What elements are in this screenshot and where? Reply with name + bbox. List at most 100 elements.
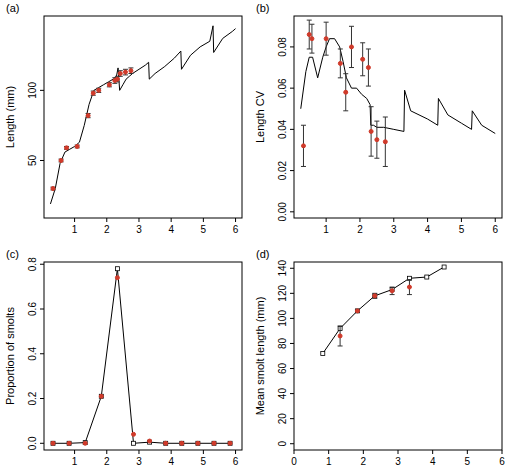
y-tick: [290, 293, 294, 294]
y-tick-label: 50: [27, 154, 38, 166]
series-line: [301, 39, 495, 134]
y-tick-label: 140: [277, 259, 288, 276]
error-cap: [360, 42, 365, 43]
error-bar: [123, 69, 128, 75]
y-tick: [290, 46, 294, 47]
x-tick-label: 4: [425, 224, 431, 235]
error-bar: [407, 280, 412, 295]
x-tick: [106, 450, 107, 454]
x-tick: [106, 218, 107, 222]
y-tick-label: 60: [277, 363, 288, 375]
x-tick-label: 4: [430, 456, 436, 467]
x-tick: [294, 450, 295, 454]
y-tick: [290, 393, 294, 394]
point-marker: [361, 57, 365, 61]
x-tick-label: 1: [323, 224, 329, 235]
error-bar: [338, 49, 343, 78]
error-cap: [374, 121, 379, 122]
error-cap: [309, 24, 314, 25]
error-cap: [338, 325, 343, 326]
x-tick-label: 5: [201, 224, 207, 235]
point-marker: [375, 138, 379, 142]
point-marker: [97, 88, 101, 92]
plot-area: [50, 26, 235, 204]
point-marker: [164, 441, 168, 445]
point-marker: [51, 441, 55, 445]
point-marker: [228, 441, 232, 445]
panel-title: (a): [6, 2, 19, 14]
point-marker: [196, 441, 200, 445]
x-tick: [359, 218, 360, 222]
error-bar: [86, 113, 91, 117]
point-marker: [355, 309, 359, 313]
error-cap: [366, 86, 371, 87]
error-bar: [59, 159, 64, 162]
square-marker: [164, 441, 168, 445]
plot-frame: [294, 16, 502, 218]
x-tick-label: 1: [72, 456, 78, 467]
point-marker: [59, 158, 63, 162]
error-bar: [349, 26, 354, 67]
square-marker: [180, 441, 184, 445]
x-tick: [138, 218, 139, 222]
square-marker: [425, 275, 429, 279]
error-cap: [390, 287, 395, 288]
panel-title: (b): [256, 2, 269, 14]
error-cap: [366, 48, 371, 49]
panel: (c)Proportion of smolts1234560.00.20.40.…: [4, 248, 242, 467]
x-tick-label: 3: [391, 224, 397, 235]
error-cap: [301, 166, 306, 167]
point-marker: [67, 441, 71, 445]
error-cap: [338, 77, 343, 78]
series-line: [50, 26, 235, 204]
x-tick: [171, 218, 172, 222]
error-bar: [64, 146, 69, 149]
error-bar: [309, 24, 314, 53]
error-cap: [383, 117, 388, 118]
error-cap: [390, 294, 395, 295]
y-tick-label: 0.00: [277, 202, 288, 222]
x-tick-label: 4: [168, 456, 174, 467]
y-tick-label: 0.0: [27, 436, 38, 450]
square-marker: [99, 394, 103, 398]
panel: (b)Length CV1234560.000.020.040.060.08: [254, 2, 502, 235]
error-cap: [324, 55, 329, 56]
point-marker: [123, 70, 127, 74]
y-tick-label: 0.02: [277, 160, 288, 180]
error-cap: [349, 26, 354, 27]
x-tick: [427, 218, 428, 222]
y-tick-label: 0.04: [277, 119, 288, 139]
error-bar: [324, 22, 329, 55]
series-line: [53, 269, 230, 444]
y-tick: [40, 90, 44, 91]
point-marker: [107, 83, 111, 87]
error-cap: [369, 156, 374, 157]
error-cap: [338, 48, 343, 49]
error-cap: [349, 67, 354, 68]
x-tick-label: 6: [233, 456, 239, 467]
error-cap: [369, 106, 374, 107]
y-axis-label: Length CV: [254, 90, 266, 143]
x-tick: [74, 218, 75, 222]
point-marker: [51, 187, 55, 191]
point-marker: [75, 144, 79, 148]
y-tick-label: 40: [277, 388, 288, 400]
error-bar: [366, 49, 371, 86]
point-marker: [390, 289, 394, 293]
point-marker: [86, 114, 90, 118]
point-marker: [366, 66, 370, 70]
y-tick: [290, 211, 294, 212]
error-cap: [324, 22, 329, 23]
x-tick-label: 2: [104, 224, 110, 235]
square-marker: [115, 267, 119, 271]
point-marker: [65, 146, 69, 150]
point-marker: [383, 140, 387, 144]
x-tick: [467, 450, 468, 454]
y-tick-label: 100: [277, 310, 288, 327]
y-tick-label: 0.8: [27, 257, 38, 271]
y-tick-label: 20: [277, 413, 288, 425]
y-axis-label: Proportion of smolts: [4, 307, 16, 405]
error-cap: [301, 125, 306, 126]
error-cap: [338, 345, 343, 346]
y-tick: [40, 160, 44, 161]
